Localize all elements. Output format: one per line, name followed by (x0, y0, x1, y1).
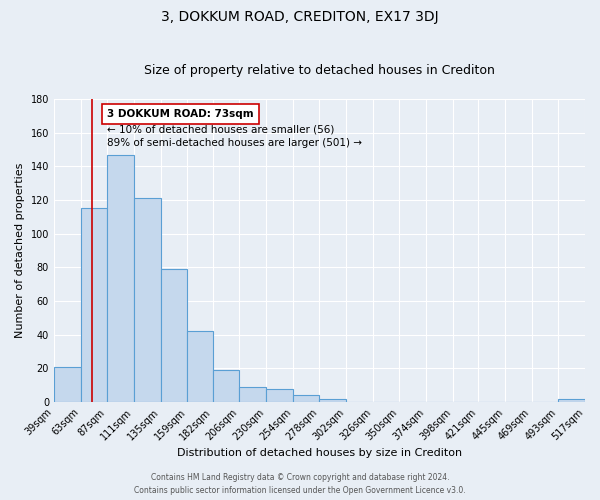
Bar (187, 332, 213, 402)
Bar (161, 269, 187, 402)
X-axis label: Distribution of detached houses by size in Crediton: Distribution of detached houses by size … (177, 448, 462, 458)
Bar (293, 396, 319, 402)
Title: Size of property relative to detached houses in Crediton: Size of property relative to detached ho… (144, 64, 495, 77)
Bar (80, 208, 107, 402)
Bar (213, 370, 239, 402)
Bar (107, 154, 134, 402)
Bar (134, 198, 161, 402)
Y-axis label: Number of detached properties: Number of detached properties (15, 163, 25, 338)
Text: Contains HM Land Registry data © Crown copyright and database right 2024.
Contai: Contains HM Land Registry data © Crown c… (134, 474, 466, 495)
Bar (559, 399, 585, 402)
Text: 3, DOKKUM ROAD, CREDITON, EX17 3DJ: 3, DOKKUM ROAD, CREDITON, EX17 3DJ (161, 10, 439, 24)
Bar (239, 387, 266, 402)
Text: ← 10% of detached houses are smaller (56)
89% of semi-detached houses are larger: ← 10% of detached houses are smaller (56… (107, 124, 362, 148)
Bar (266, 388, 293, 402)
Text: 3 DOKKUM ROAD: 73sqm: 3 DOKKUM ROAD: 73sqm (107, 109, 254, 119)
Bar (319, 399, 346, 402)
Bar (54, 367, 80, 402)
